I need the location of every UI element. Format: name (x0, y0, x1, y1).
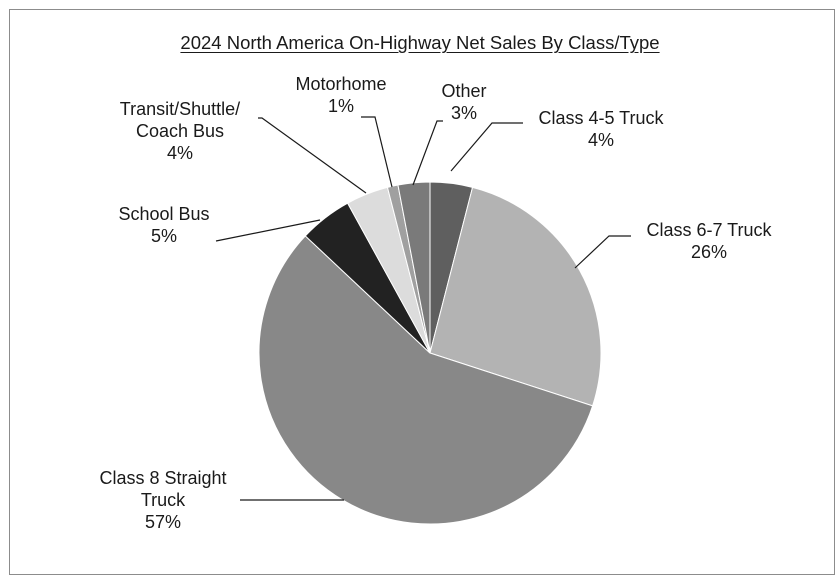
slice-label-line: Coach Bus (136, 121, 224, 141)
slice-label-line: Truck (141, 490, 186, 510)
slice-label: Class 8 Straight Truck 57% (99, 468, 226, 532)
slice-label-line: 26% (691, 242, 727, 262)
leader-line (574, 235, 631, 269)
slice-label: Other 3% (441, 81, 486, 123)
leader-line (258, 117, 367, 194)
slice-label-line: Class 8 Straight (99, 468, 226, 488)
slice-label-line: 4% (588, 130, 614, 150)
slice-label-line: Class 4-5 Truck (538, 108, 664, 128)
slice-label-line: Other (441, 81, 486, 101)
slice-label-line: 5% (151, 226, 177, 246)
slice-label: Class 4-5 Truck 4% (538, 108, 664, 150)
slice-label-line: Class 6-7 Truck (646, 220, 772, 240)
slice-label-line: 3% (451, 103, 477, 123)
pie-slices (258, 181, 602, 525)
slice-label-line: School Bus (118, 204, 209, 224)
slice-label-line: 1% (328, 96, 354, 116)
slice-label: Motorhome 1% (295, 74, 386, 116)
slice-label-line: Motorhome (295, 74, 386, 94)
pie-slice (429, 186, 602, 407)
slice-label-line: Transit/Shuttle/ (120, 99, 240, 119)
leader-line (450, 122, 523, 172)
slice-label-line: 4% (167, 143, 193, 163)
chart-frame (9, 9, 835, 575)
slice-label: School Bus 5% (118, 204, 209, 246)
slice-label-line: 57% (145, 512, 181, 532)
leader-line (215, 219, 321, 242)
leader-line (361, 116, 393, 188)
leader-line (412, 120, 443, 186)
slice-label: Class 6-7 Truck 26% (646, 220, 772, 262)
chart-title: 2024 North America On-Highway Net Sales … (180, 32, 660, 53)
slice-label: Transit/Shuttle/Coach Bus 4% (120, 99, 240, 163)
